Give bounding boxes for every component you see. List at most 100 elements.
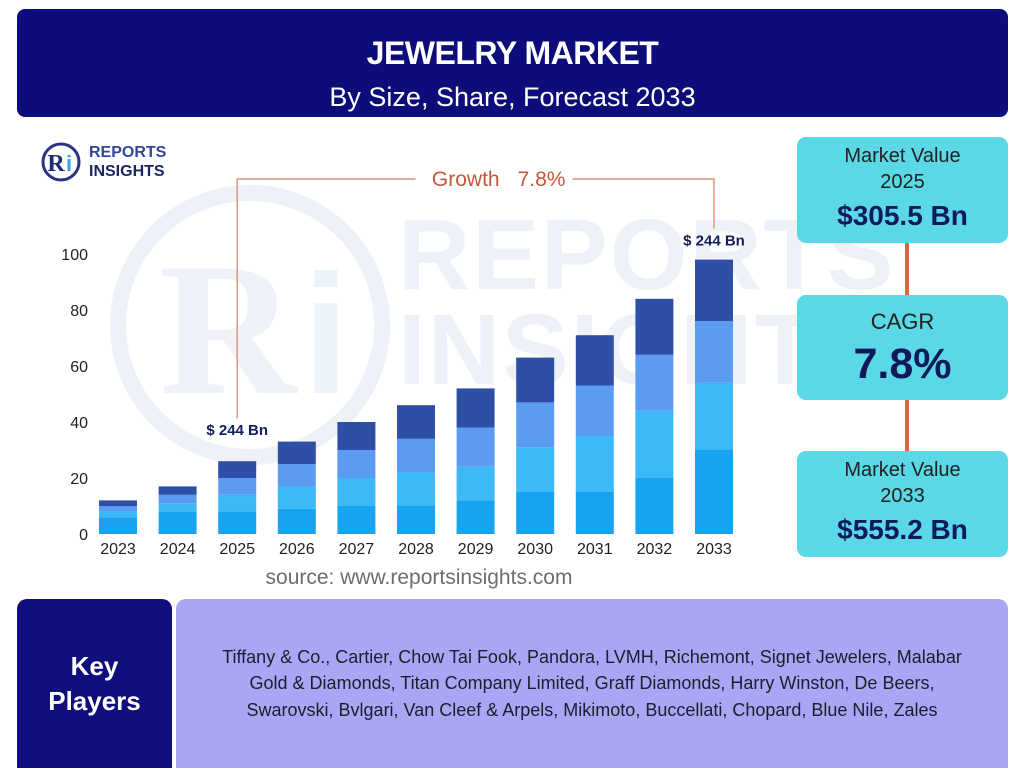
bar-segment-2031-s3 (575, 385, 614, 436)
growth-bracket-line-left (236, 178, 416, 419)
bar-segment-2030-s1 (516, 492, 555, 534)
bar-segment-2029-s3 (456, 427, 495, 467)
connector-line (905, 243, 909, 295)
kpi-value: $555.2 Bn (837, 514, 968, 545)
bar-segment-2029-s4 (456, 388, 495, 428)
page-subtitle: By Size, Share, Forecast 2033 (329, 82, 696, 112)
bar-segment-2024-s1 (158, 511, 197, 534)
market-value-2025-card: Market Value 2025 $305.5 Bn (797, 137, 1008, 243)
bar-segment-2025-s1 (218, 511, 257, 534)
bar-segment-2031-s2 (575, 436, 614, 492)
key-players-heading-line: Players (48, 685, 141, 716)
bar-stack-2024 (158, 486, 197, 534)
bar-segment-2029-s1 (456, 500, 495, 534)
x-tick-label: 2033 (696, 541, 732, 558)
bar-segment-2023-s3 (99, 506, 137, 512)
page-title: JEWELRY MARKET (366, 35, 659, 71)
bar-stack-2026 (277, 441, 316, 534)
connector-line (905, 400, 909, 451)
logo-mark-r: R (47, 151, 65, 177)
kpi-value: $305.5 Bn (837, 200, 968, 231)
logo-text-reports: REPORTS (89, 144, 167, 161)
bar-segment-2032-s3 (635, 354, 674, 411)
y-tick-label: 100 (61, 247, 88, 264)
bar-segment-2030-s3 (516, 402, 555, 448)
bar-stack-2028 (397, 405, 435, 534)
key-players-list-box: Tiffany & Co., Cartier, Chow Tai Fook, P… (176, 599, 1008, 768)
logo-mark-icon: R i (41, 142, 81, 182)
x-tick-label: 2026 (279, 541, 315, 558)
x-tick-label: 2023 (100, 541, 136, 558)
kpi-label: Market Value (844, 459, 961, 481)
x-tick-label: 2030 (517, 541, 553, 558)
growth-bracket: Growth 7.8% (236, 168, 715, 419)
kpi-value: 7.8% (853, 340, 952, 388)
bar-value-label: $ 244 Bn (206, 422, 268, 439)
bar-segment-2030-s4 (516, 357, 555, 403)
growth-bracket-line-right (572, 178, 715, 229)
bar-segment-2026-s4 (277, 441, 316, 464)
bar-segment-2028-s3 (397, 438, 435, 473)
bar-segment-2023-s4 (99, 500, 137, 506)
bar-segment-2032-s2 (635, 410, 674, 478)
bar-value-label: $ 244 Bn (683, 233, 745, 250)
bar-stack-2032 (635, 298, 674, 534)
bar-segment-2028-s4 (397, 405, 435, 439)
bar-segment-2033-s2 (695, 382, 733, 450)
bar-stack-2025 (218, 461, 257, 534)
x-tick-label: 2028 (398, 541, 434, 558)
bar-segment-2023-s1 (99, 517, 137, 534)
bar-segment-2033-s1 (695, 450, 733, 534)
key-players-list: Tiffany & Co., Cartier, Chow Tai Fook, P… (222, 646, 962, 720)
bar-segment-2031-s4 (575, 335, 614, 386)
y-tick-label: 60 (70, 359, 88, 376)
jewelry-market-bar-chart: 0 20 40 60 80 100 2023 2024 2025 2026 2027 2028 2029… (61, 168, 745, 558)
title-banner: JEWELRY MARKET By Size, Share, Forecast … (17, 9, 1008, 117)
bar-segment-2032-s1 (635, 478, 674, 534)
bar-segment-2025-s2 (218, 494, 257, 512)
bar-segment-2026-s2 (277, 486, 316, 509)
key-players-heading-box: Key Players (17, 599, 172, 768)
bar-segment-2024-s3 (158, 494, 197, 504)
bar-segment-2026-s1 (277, 508, 316, 534)
bar-stack-2027 (337, 422, 376, 534)
x-tick-label: 2029 (458, 541, 494, 558)
logo-mark-i: i (66, 151, 72, 176)
bar-segment-2027-s1 (337, 506, 376, 534)
bar-segment-2023-s2 (99, 511, 137, 518)
market-value-2033-card: Market Value 2033 $555.2 Bn (797, 451, 1008, 557)
bar-segment-2033-s4 (695, 259, 733, 322)
bar-segment-2027-s3 (337, 450, 376, 478)
cagr-card: CAGR 7.8% (797, 295, 1008, 400)
kpi-year: 2025 (880, 171, 925, 193)
bar-segment-2029-s2 (456, 466, 495, 501)
reports-insights-logo: R i REPORTS INSIGHTS (40, 140, 180, 184)
bar-stack-2023 (99, 500, 137, 534)
bar-segment-2033-s3 (695, 321, 733, 383)
bar-segment-2025-s4 (218, 461, 257, 478)
kpi-year: 2033 (880, 485, 925, 507)
bar-segment-2028-s1 (397, 506, 435, 534)
bar-segment-2027-s4 (337, 422, 376, 450)
x-tick-label: 2027 (339, 541, 375, 558)
kpi-label: Market Value (844, 145, 961, 167)
bar-segment-2025-s3 (218, 478, 257, 495)
bar-segment-2032-s4 (635, 298, 674, 355)
bar-segment-2026-s3 (277, 464, 316, 487)
bar-segment-2027-s2 (337, 478, 376, 506)
logo-text-insights: INSIGHTS (89, 163, 165, 180)
x-tick-label: 2025 (219, 541, 255, 558)
bar-segment-2024-s2 (158, 503, 197, 512)
x-axis: 2023 2024 2025 2026 2027 2028 2029 2030 2031 2032… (100, 541, 732, 558)
kpi-label: CAGR (870, 309, 935, 334)
y-axis: 0 20 40 60 80 100 (61, 247, 88, 544)
bar-segment-2030-s2 (516, 447, 555, 492)
bar-stack-2030 (516, 357, 555, 534)
bar-stack-2033 (695, 259, 733, 534)
y-tick-label: 40 (70, 415, 88, 432)
bar-stack-2031 (575, 335, 614, 534)
bar-stack-2029 (456, 388, 495, 534)
growth-label: Growth (432, 168, 500, 191)
bar-segment-2031-s1 (575, 492, 614, 534)
x-tick-label: 2024 (160, 541, 196, 558)
